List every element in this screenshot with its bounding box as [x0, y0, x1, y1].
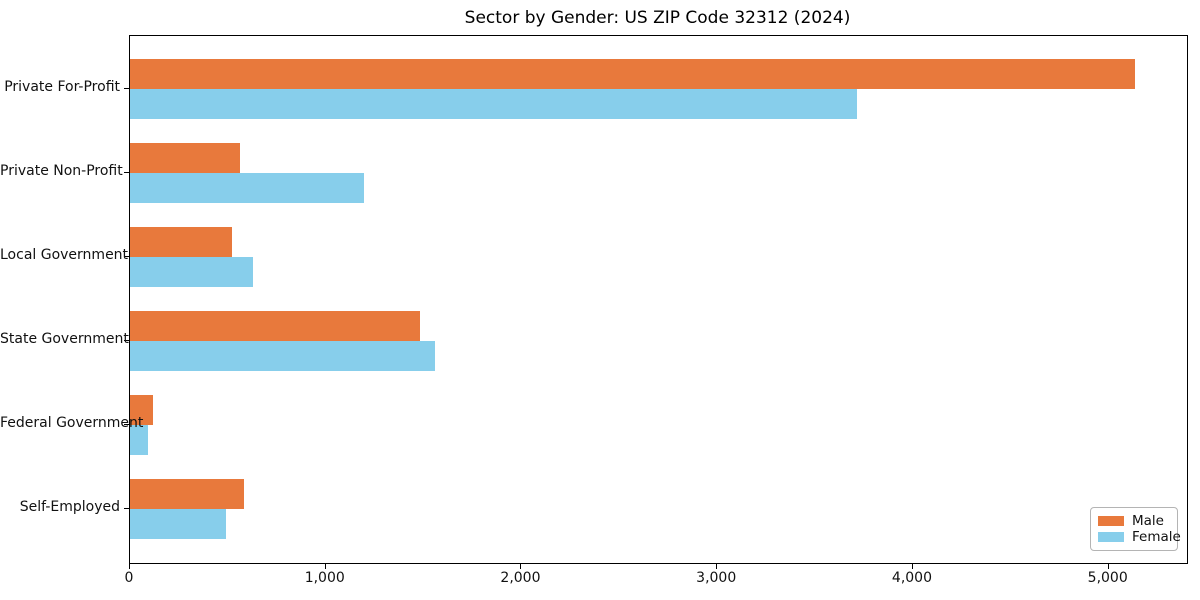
y-tick-label: Private For-Profit — [4, 79, 120, 95]
plot-area — [129, 35, 1188, 564]
bar-female-0 — [130, 89, 858, 119]
legend-swatch-female — [1098, 532, 1124, 542]
x-tick-mark — [129, 564, 130, 569]
bar-female-2 — [130, 257, 254, 287]
bar-male-0 — [130, 59, 1136, 89]
y-tick-label: Self-Employed — [19, 499, 120, 515]
x-tick-mark — [1107, 564, 1109, 569]
legend-swatch-male — [1098, 516, 1124, 526]
bar-female-1 — [130, 173, 364, 203]
y-tick-mark — [124, 508, 129, 509]
legend-item: Male — [1098, 513, 1177, 529]
x-tick-mark — [324, 564, 326, 569]
x-tick-label: 1,000 — [304, 570, 345, 586]
bar-male-4 — [130, 395, 154, 425]
bar-male-2 — [130, 227, 232, 257]
bar-female-5 — [130, 509, 226, 539]
x-tick-label: 0 — [124, 570, 134, 586]
legend-item: Female — [1098, 529, 1181, 545]
x-tick-label: 2,000 — [500, 570, 541, 586]
x-tick-mark — [716, 564, 718, 569]
y-tick-mark — [124, 172, 129, 173]
y-tick-label: State Government — [0, 331, 129, 347]
bar-male-3 — [130, 311, 420, 341]
y-tick-mark — [124, 88, 129, 89]
bar-male-1 — [130, 143, 240, 173]
y-tick-mark — [124, 340, 129, 341]
y-tick-mark — [124, 256, 129, 257]
y-tick-label: Local Government — [0, 247, 129, 263]
x-tick-label: 3,000 — [696, 570, 737, 586]
legend-label: Male — [1132, 513, 1164, 529]
bar-female-4 — [130, 425, 148, 455]
bar-female-3 — [130, 341, 436, 371]
y-tick-label: Private Non-Profit — [0, 163, 123, 179]
y-tick-label: Federal Government — [0, 415, 144, 431]
legend: Male Female — [1090, 507, 1181, 551]
x-tick-mark — [911, 564, 913, 569]
legend-label: Female — [1132, 529, 1181, 545]
x-tick-label: 5,000 — [1087, 570, 1128, 586]
x-tick-label: 4,000 — [891, 570, 932, 586]
y-tick-mark — [124, 424, 129, 425]
chart-title: Sector by Gender: US ZIP Code 32312 (202… — [464, 8, 851, 28]
bar-male-5 — [130, 479, 244, 509]
x-tick-mark — [520, 564, 522, 569]
